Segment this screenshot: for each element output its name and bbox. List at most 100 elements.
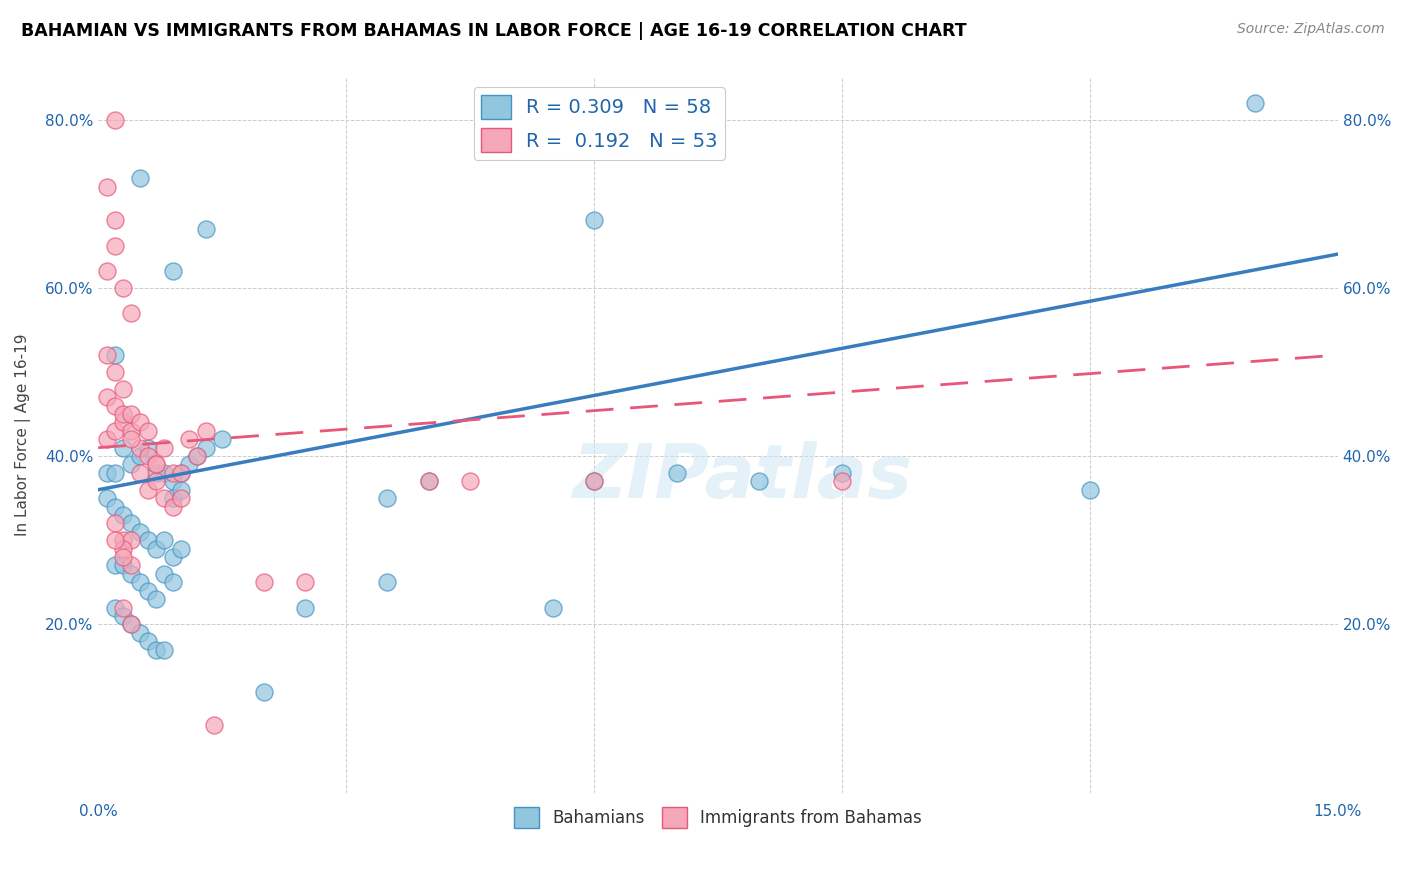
- Point: [128, 524, 150, 539]
- Point: [179, 432, 201, 446]
- Point: [96, 491, 118, 505]
- Point: [136, 483, 159, 497]
- Point: [145, 592, 167, 607]
- Point: [145, 541, 167, 556]
- Point: [104, 399, 127, 413]
- Point: [665, 466, 688, 480]
- Point: [170, 466, 193, 480]
- Point: [104, 213, 127, 227]
- Point: [145, 458, 167, 472]
- Point: [96, 264, 118, 278]
- Point: [104, 424, 127, 438]
- Point: [120, 407, 142, 421]
- Point: [162, 475, 184, 489]
- Point: [136, 583, 159, 598]
- Point: [120, 516, 142, 531]
- Point: [153, 642, 176, 657]
- Point: [104, 600, 127, 615]
- Point: [128, 625, 150, 640]
- Point: [112, 558, 135, 573]
- Point: [252, 575, 274, 590]
- Point: [96, 432, 118, 446]
- Point: [194, 424, 217, 438]
- Point: [120, 432, 142, 446]
- Point: [194, 222, 217, 236]
- Point: [162, 550, 184, 565]
- Y-axis label: In Labor Force | Age 16-19: In Labor Force | Age 16-19: [15, 334, 31, 536]
- Point: [186, 449, 208, 463]
- Point: [120, 617, 142, 632]
- Point: [418, 475, 440, 489]
- Point: [104, 500, 127, 514]
- Point: [162, 575, 184, 590]
- Point: [128, 441, 150, 455]
- Point: [112, 508, 135, 522]
- Point: [112, 281, 135, 295]
- Point: [120, 533, 142, 548]
- Point: [582, 213, 605, 227]
- Point: [377, 575, 399, 590]
- Point: [136, 449, 159, 463]
- Point: [104, 365, 127, 379]
- Point: [153, 533, 176, 548]
- Point: [120, 617, 142, 632]
- Point: [104, 112, 127, 127]
- Point: [120, 306, 142, 320]
- Point: [112, 441, 135, 455]
- Point: [120, 424, 142, 438]
- Point: [104, 533, 127, 548]
- Point: [170, 483, 193, 497]
- Point: [153, 466, 176, 480]
- Point: [582, 475, 605, 489]
- Point: [153, 441, 176, 455]
- Point: [104, 516, 127, 531]
- Point: [377, 491, 399, 505]
- Point: [418, 475, 440, 489]
- Text: BAHAMIAN VS IMMIGRANTS FROM BAHAMAS IN LABOR FORCE | AGE 16-19 CORRELATION CHART: BAHAMIAN VS IMMIGRANTS FROM BAHAMAS IN L…: [21, 22, 967, 40]
- Point: [112, 600, 135, 615]
- Point: [145, 458, 167, 472]
- Point: [112, 407, 135, 421]
- Point: [96, 390, 118, 404]
- Point: [112, 550, 135, 565]
- Point: [112, 416, 135, 430]
- Legend: Bahamians, Immigrants from Bahamas: Bahamians, Immigrants from Bahamas: [508, 801, 928, 834]
- Point: [112, 541, 135, 556]
- Point: [136, 634, 159, 648]
- Point: [112, 609, 135, 624]
- Point: [145, 466, 167, 480]
- Point: [128, 449, 150, 463]
- Point: [1078, 483, 1101, 497]
- Point: [252, 684, 274, 698]
- Point: [104, 348, 127, 362]
- Point: [162, 491, 184, 505]
- Point: [202, 718, 225, 732]
- Point: [153, 566, 176, 581]
- Point: [458, 475, 481, 489]
- Point: [96, 348, 118, 362]
- Point: [194, 441, 217, 455]
- Point: [541, 600, 564, 615]
- Point: [170, 466, 193, 480]
- Point: [128, 575, 150, 590]
- Point: [128, 416, 150, 430]
- Point: [136, 441, 159, 455]
- Point: [120, 566, 142, 581]
- Point: [1244, 95, 1267, 110]
- Point: [153, 491, 176, 505]
- Point: [186, 449, 208, 463]
- Point: [128, 466, 150, 480]
- Point: [748, 475, 770, 489]
- Point: [170, 541, 193, 556]
- Point: [162, 264, 184, 278]
- Point: [145, 642, 167, 657]
- Point: [170, 491, 193, 505]
- Point: [294, 600, 316, 615]
- Point: [104, 558, 127, 573]
- Point: [96, 466, 118, 480]
- Point: [136, 424, 159, 438]
- Text: Source: ZipAtlas.com: Source: ZipAtlas.com: [1237, 22, 1385, 37]
- Point: [179, 458, 201, 472]
- Point: [831, 466, 853, 480]
- Point: [112, 382, 135, 396]
